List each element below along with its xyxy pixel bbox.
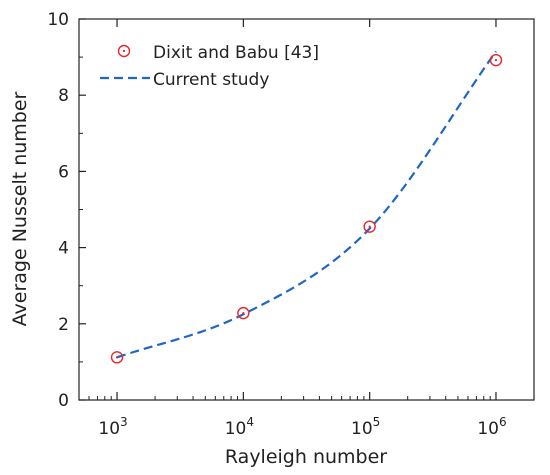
y-tick-label: 0: [58, 391, 69, 411]
y-tick-label: 6: [58, 162, 69, 182]
dixit-babu-point-center: [368, 225, 371, 228]
legend-marker-dixit-babu: [117, 44, 131, 58]
y-axis-title: Average Nusselt number: [9, 91, 31, 326]
legend-label-current-study: Current study: [153, 70, 269, 90]
legend-marker-dixit-babu-center: [122, 49, 126, 53]
dixit-babu-point-center: [242, 312, 245, 315]
dixit-babu-point-center: [494, 59, 498, 62]
x-tick-label: 106: [477, 415, 506, 439]
legend-label-dixit-babu: Dixit and Babu [43]: [153, 43, 319, 63]
x-tick-label: 103: [98, 415, 127, 439]
dixit-babu-point-center: [115, 356, 119, 359]
y-tick-label: 2: [58, 315, 69, 335]
series-layer: [110, 50, 503, 364]
dixit-babu-point: [237, 306, 250, 320]
current-study-line: [116, 50, 497, 359]
dixit-babu-point: [110, 351, 124, 364]
legend: Dixit and Babu [43] Current study: [100, 43, 319, 90]
x-tick-label: 104: [225, 415, 254, 439]
ticks-layer: 0 2 4 6 8 10 103 104 105 106: [47, 10, 506, 439]
x-tick-label: 105: [351, 415, 380, 439]
y-tick-label: 8: [58, 86, 69, 106]
x-axis-title: Rayleigh number: [225, 446, 387, 468]
y-tick-label: 10: [47, 10, 69, 30]
y-tick-label: 4: [58, 239, 69, 259]
dixit-babu-point: [489, 53, 503, 67]
dixit-babu-point: [363, 220, 376, 233]
plot-frame: [78, 18, 535, 401]
